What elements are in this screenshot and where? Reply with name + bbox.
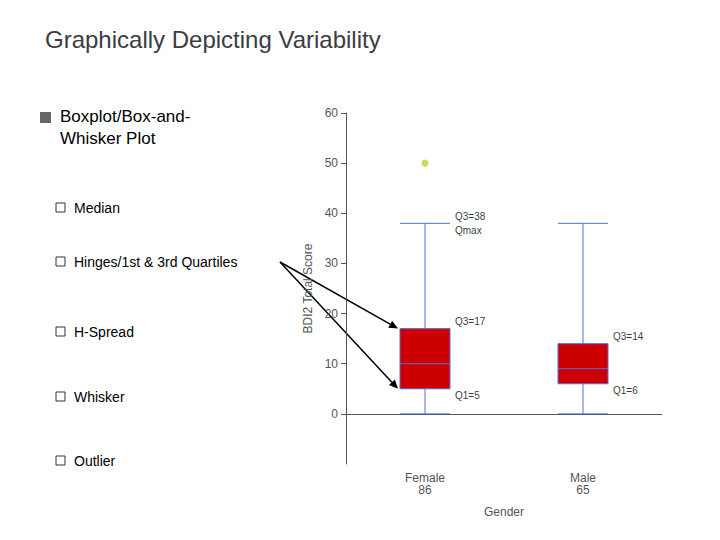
svg-text:Median: Median (74, 200, 120, 216)
svg-text:Gender: Gender (484, 505, 524, 519)
svg-text:Q3=38: Q3=38 (455, 211, 486, 222)
svg-text:Male: Male (570, 471, 596, 485)
svg-text:0: 0 (331, 407, 338, 421)
svg-text:Boxplot/Box-and-: Boxplot/Box-and- (60, 107, 190, 126)
svg-text:Q1=6: Q1=6 (613, 385, 638, 396)
svg-text:Q1=5: Q1=5 (455, 390, 480, 401)
svg-text:Outlier: Outlier (74, 453, 116, 469)
svg-text:10: 10 (325, 357, 339, 371)
svg-text:86: 86 (418, 483, 432, 497)
svg-text:H-Spread: H-Spread (74, 324, 134, 340)
svg-text:Female: Female (405, 471, 445, 485)
svg-text:60: 60 (325, 106, 339, 120)
svg-text:50: 50 (325, 156, 339, 170)
svg-text:Q3=17: Q3=17 (455, 316, 486, 327)
svg-text:Hinges/1st & 3rd Quartiles: Hinges/1st & 3rd Quartiles (74, 254, 237, 270)
svg-text:Whisker: Whisker (74, 389, 125, 405)
svg-text:20: 20 (325, 307, 339, 321)
svg-text:40: 40 (325, 206, 339, 220)
svg-text:30: 30 (325, 256, 339, 270)
svg-text:BDI2 Total Score: BDI2 Total Score (301, 243, 315, 333)
svg-text:Q3=14: Q3=14 (613, 331, 644, 342)
svg-text:65: 65 (576, 483, 590, 497)
svg-text:Qmax: Qmax (455, 225, 482, 236)
svg-text:Whisker Plot: Whisker Plot (60, 129, 156, 148)
svg-text:Graphically Depicting Variabil: Graphically Depicting Variability (45, 26, 381, 53)
